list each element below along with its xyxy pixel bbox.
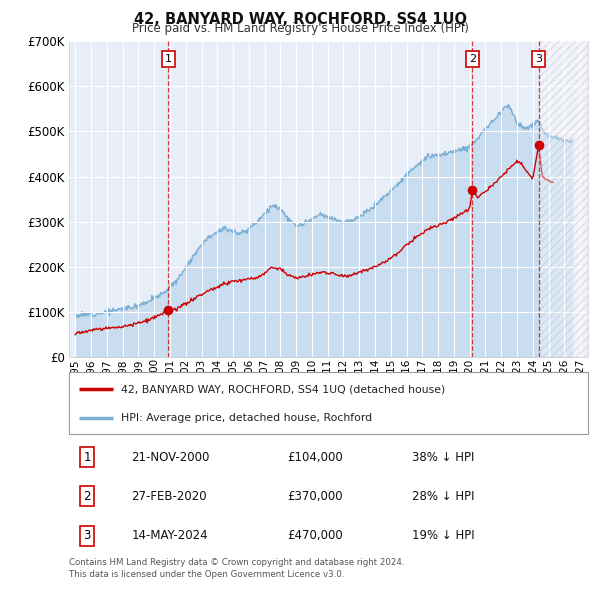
Text: 14-MAY-2024: 14-MAY-2024 (131, 529, 208, 542)
Text: 21-NOV-2000: 21-NOV-2000 (131, 451, 209, 464)
Text: Price paid vs. HM Land Registry's House Price Index (HPI): Price paid vs. HM Land Registry's House … (131, 22, 469, 35)
Text: 1: 1 (165, 54, 172, 64)
Text: £104,000: £104,000 (287, 451, 343, 464)
Text: 2: 2 (469, 54, 476, 64)
Text: £370,000: £370,000 (287, 490, 343, 503)
Text: Contains HM Land Registry data © Crown copyright and database right 2024.
This d: Contains HM Land Registry data © Crown c… (69, 558, 404, 579)
Text: 38% ↓ HPI: 38% ↓ HPI (412, 451, 474, 464)
Text: 2: 2 (83, 490, 91, 503)
Text: £470,000: £470,000 (287, 529, 343, 542)
Text: 3: 3 (535, 54, 542, 64)
Text: 42, BANYARD WAY, ROCHFORD, SS4 1UQ: 42, BANYARD WAY, ROCHFORD, SS4 1UQ (133, 12, 467, 27)
Text: 19% ↓ HPI: 19% ↓ HPI (412, 529, 474, 542)
Text: HPI: Average price, detached house, Rochford: HPI: Average price, detached house, Roch… (121, 413, 372, 423)
Text: 28% ↓ HPI: 28% ↓ HPI (412, 490, 474, 503)
Text: 1: 1 (83, 451, 91, 464)
Text: 42, BANYARD WAY, ROCHFORD, SS4 1UQ (detached house): 42, BANYARD WAY, ROCHFORD, SS4 1UQ (deta… (121, 384, 445, 394)
Text: 27-FEB-2020: 27-FEB-2020 (131, 490, 207, 503)
Text: 3: 3 (83, 529, 91, 542)
